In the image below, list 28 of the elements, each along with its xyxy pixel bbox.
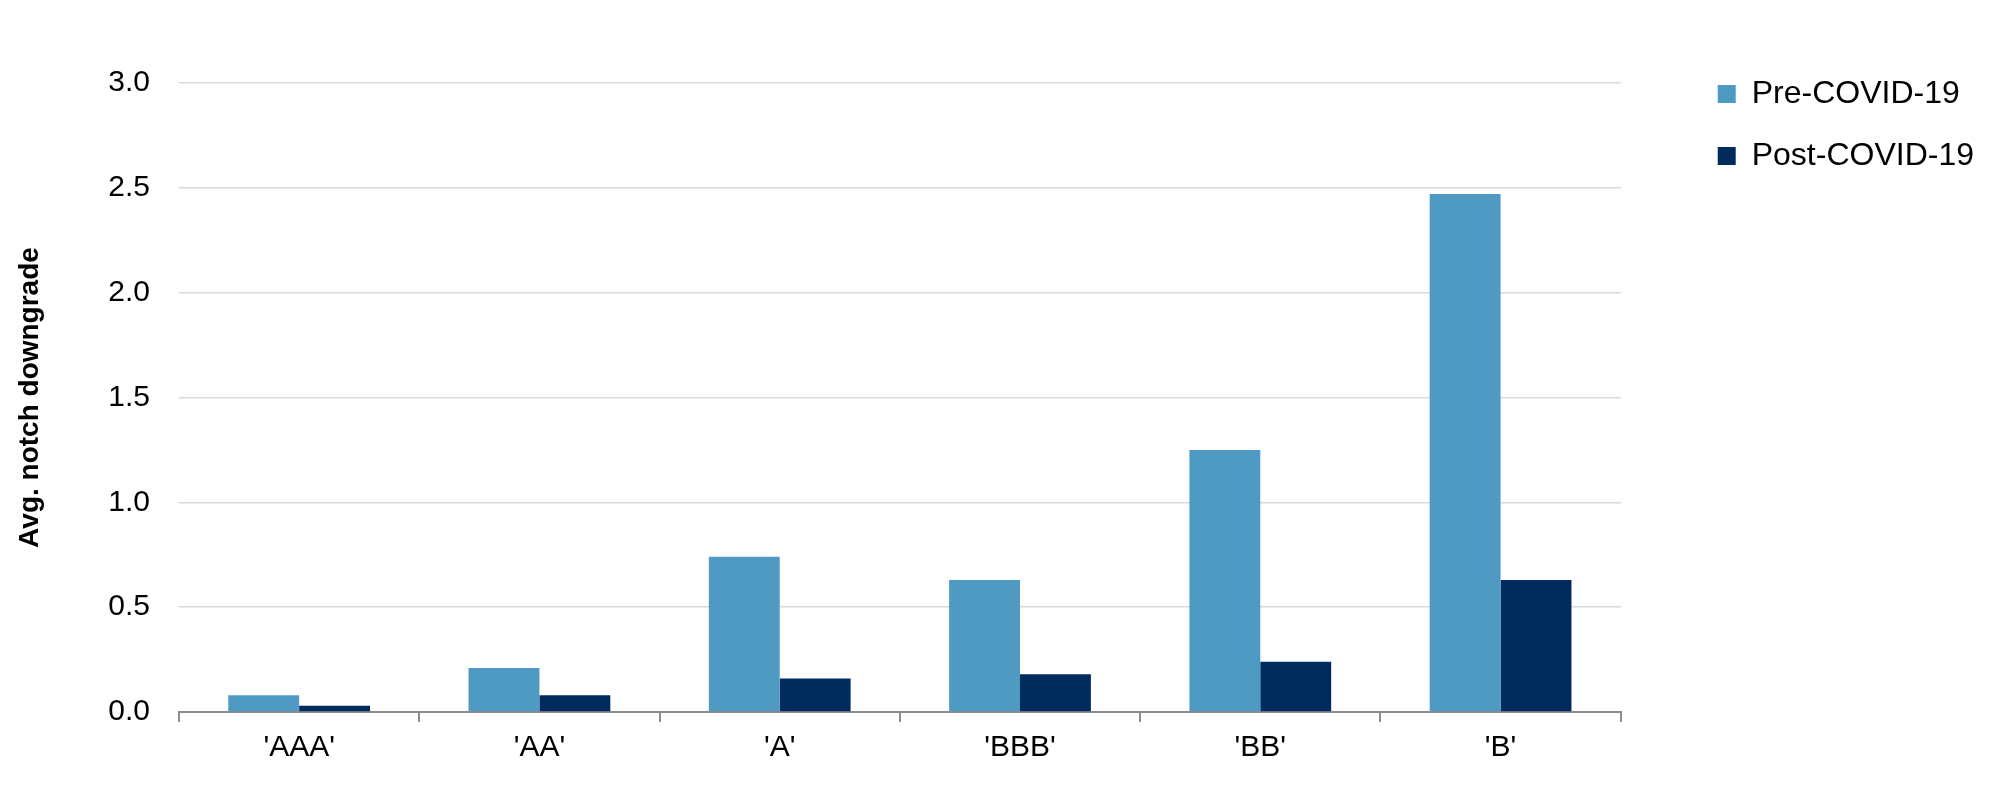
y-tick-label: 0.0 (108, 693, 150, 727)
y-tick-label: 1.0 (108, 483, 150, 517)
bar (708, 556, 780, 712)
y-tick-label: 1.5 (108, 378, 150, 412)
bar (1500, 579, 1572, 712)
bar (228, 695, 300, 712)
legend-label: Post-COVID-19 (1751, 135, 1974, 172)
y-tick-label: 2.0 (108, 273, 150, 307)
bar (949, 579, 1020, 712)
x-tick-label: 'AAA' (263, 729, 335, 763)
y-tick-label: 0.5 (108, 588, 150, 622)
bar (299, 705, 371, 712)
y-tick-label: 2.5 (108, 169, 150, 203)
x-tick-label: 'BB' (1234, 729, 1287, 763)
x-tick-label: 'BBB' (984, 729, 1056, 763)
y-tick-label: 3.0 (108, 64, 150, 98)
bar (1189, 449, 1261, 712)
bar (539, 695, 611, 712)
x-tick-label: 'A' (763, 729, 796, 763)
legend-label: Pre-COVID-19 (1751, 73, 1960, 110)
bar (779, 678, 851, 712)
x-tick-label: 'AA' (513, 729, 566, 763)
bar (468, 667, 540, 712)
x-tick-label: 'B' (1484, 729, 1517, 763)
bar (1260, 661, 1332, 712)
bar (1429, 194, 1501, 712)
y-axis-title: Avg. notch downgrade (12, 247, 44, 548)
bar (1020, 674, 1091, 712)
